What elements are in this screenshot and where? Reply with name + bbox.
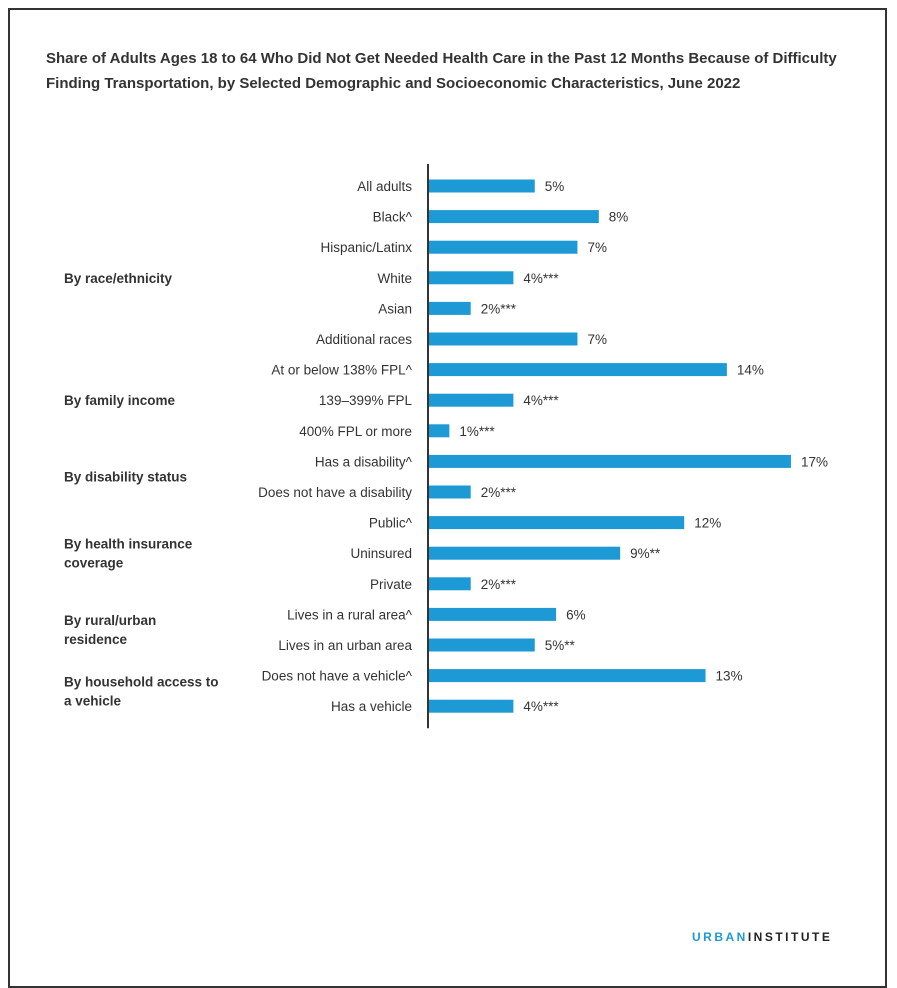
- category-label: All adults: [357, 179, 412, 194]
- category-label: 400% FPL or more: [299, 424, 412, 439]
- category-label: Asian: [378, 301, 412, 316]
- bar: [428, 240, 578, 254]
- bar: [428, 485, 471, 499]
- data-label: 2%***: [481, 577, 517, 592]
- category-label: Lives in an urban area: [278, 638, 412, 653]
- group-label: By household access to a vehicle: [64, 674, 219, 708]
- category-label: Lives in a rural area^: [287, 607, 413, 622]
- group-label-line: By family income: [64, 393, 176, 408]
- category-label: Private: [370, 577, 412, 592]
- data-label: 12%: [694, 516, 721, 531]
- bar: [428, 516, 685, 530]
- data-label: 4%***: [523, 393, 559, 408]
- category-label: Public^: [369, 516, 413, 531]
- bar: [428, 363, 727, 377]
- data-label: 1%***: [459, 424, 495, 439]
- group-label: By race/ethnicity: [64, 271, 173, 286]
- category-label: Uninsured: [350, 546, 412, 561]
- category-label: Does not have a vehicle^: [262, 669, 413, 684]
- group-label-line: By race/ethnicity: [64, 271, 173, 286]
- bar: [428, 210, 599, 224]
- group-label-line: By rural/urban: [64, 613, 156, 628]
- group-label: By health insurance coverage: [64, 537, 193, 571]
- bar: [428, 271, 514, 285]
- group-label-line: residence: [64, 632, 128, 647]
- bar-chart: All adults 5% Black^ 8% Hispanic/Latinx 7% Whi…: [64, 164, 828, 729]
- bar: [428, 424, 450, 438]
- data-label: 2%***: [481, 301, 517, 316]
- bar: [428, 607, 557, 621]
- brand-part2: INSTITUTE: [747, 930, 833, 944]
- chart-title: Share of Adults Ages 18 to 64 Who Did No…: [46, 50, 837, 92]
- bar: [428, 179, 535, 193]
- data-label: 7%: [587, 332, 607, 347]
- bar: [428, 699, 514, 713]
- data-label: 13%: [716, 669, 743, 684]
- data-label: 2%***: [481, 485, 517, 500]
- data-label: 9%**: [630, 546, 661, 561]
- data-label: 4%***: [523, 699, 559, 714]
- data-label: 5%: [545, 179, 565, 194]
- brand-logo: URBANINSTITUTE: [692, 930, 832, 944]
- bar: [428, 577, 471, 591]
- category-label: Additional races: [316, 332, 412, 347]
- category-label: White: [377, 271, 412, 286]
- data-label: 4%***: [523, 271, 559, 286]
- category-label: Does not have a disability: [258, 485, 412, 500]
- category-label: 139–399% FPL: [319, 393, 413, 408]
- category-label: Black^: [373, 210, 413, 225]
- group-label-line: By health insurance: [64, 537, 193, 552]
- category-label: Has a vehicle: [331, 699, 412, 714]
- group-label: By family income: [64, 393, 176, 408]
- bar: [428, 638, 535, 652]
- bar: [428, 332, 578, 346]
- bar: [428, 393, 514, 407]
- data-label: 6%: [566, 607, 586, 622]
- group-label-line: By household access to: [64, 674, 219, 689]
- group-label-line: a vehicle: [64, 693, 122, 708]
- category-label: Hispanic/Latinx: [320, 240, 412, 255]
- group-label-line: By disability status: [64, 470, 187, 485]
- brand-part1: URBAN: [692, 930, 748, 944]
- bar: [428, 454, 791, 468]
- data-label: 17%: [801, 454, 828, 469]
- data-label: 5%**: [545, 638, 576, 653]
- data-label: 7%: [587, 240, 607, 255]
- category-label: Has a disability^: [315, 454, 413, 469]
- data-label: 14%: [737, 363, 764, 378]
- bar: [428, 301, 471, 315]
- bar: [428, 669, 706, 683]
- group-label: By disability status: [64, 470, 187, 485]
- category-label: At or below 138% FPL^: [271, 363, 412, 378]
- data-label: 8%: [609, 210, 629, 225]
- bar: [428, 546, 621, 560]
- group-label-line: coverage: [64, 556, 124, 571]
- group-label: By rural/urban residence: [64, 613, 156, 647]
